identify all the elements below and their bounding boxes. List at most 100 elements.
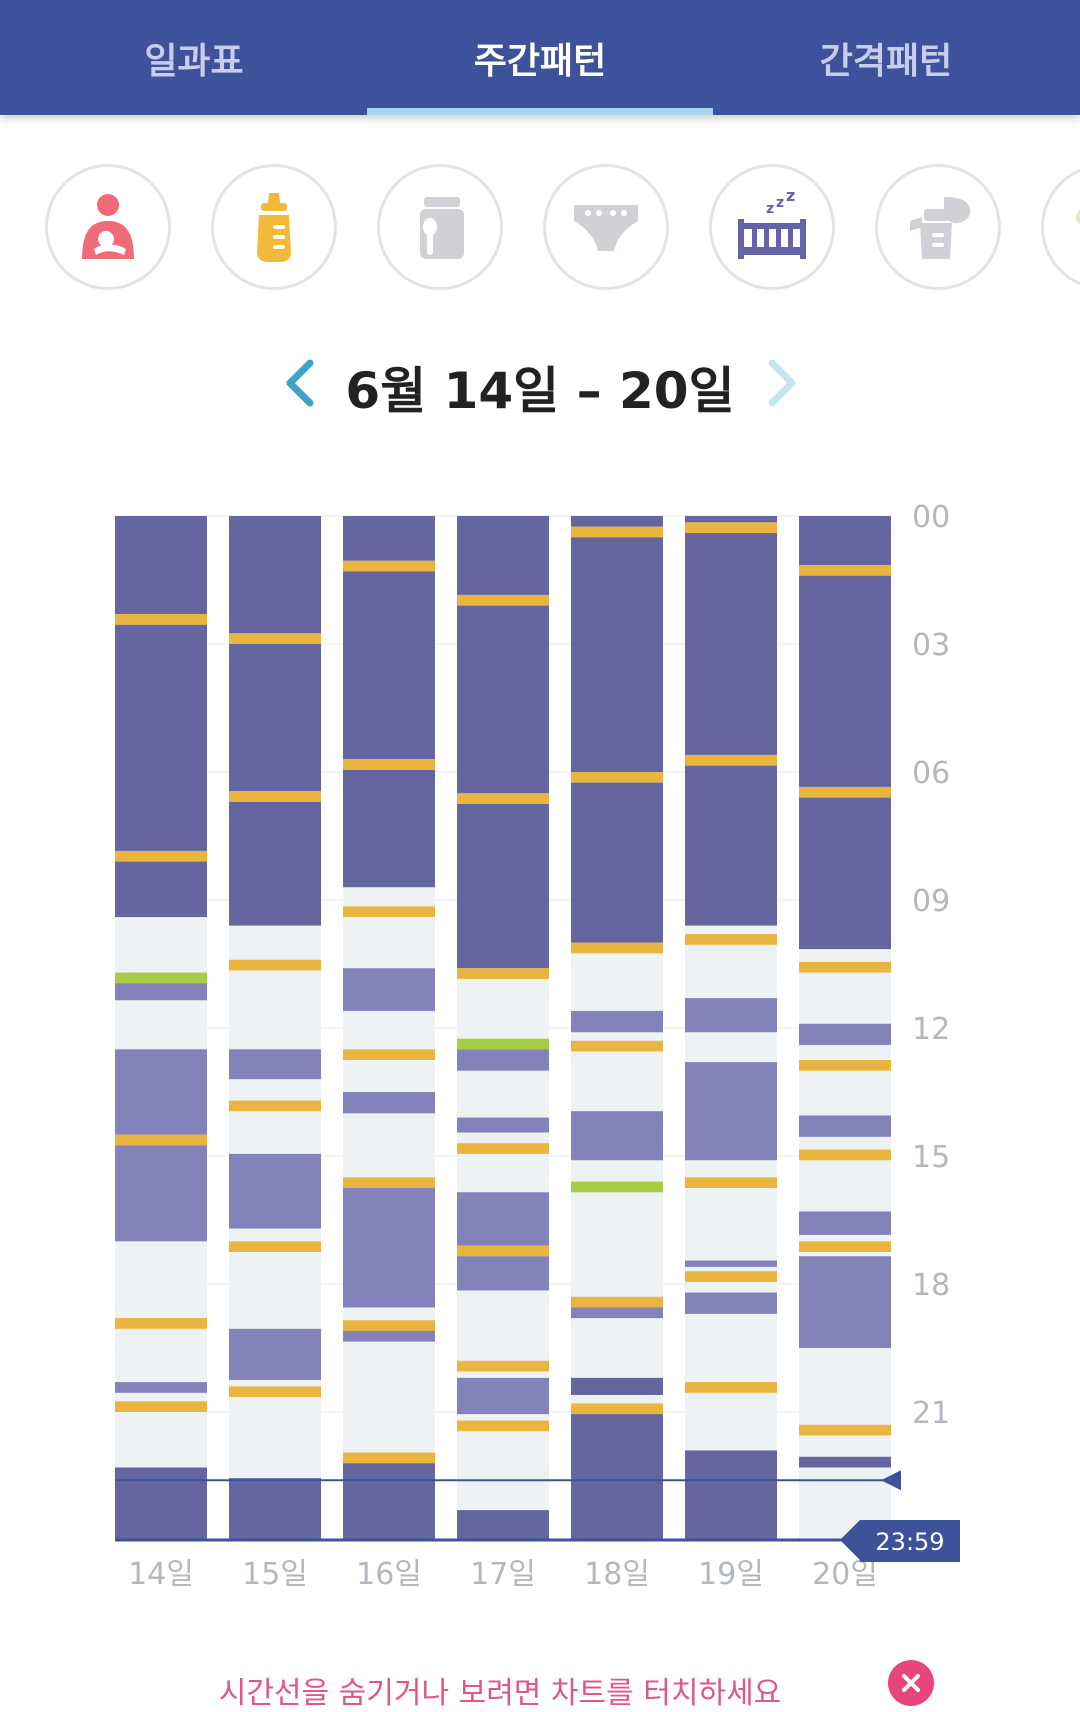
segment-night-sleep	[571, 537, 663, 772]
segment-feeding	[571, 772, 663, 783]
y-tick-label: 00	[912, 500, 950, 535]
x-tick-label: 20일	[812, 1557, 878, 1592]
segment-nap	[115, 983, 207, 1001]
segment-nap	[457, 1256, 549, 1291]
segment-feeding	[457, 1360, 549, 1372]
segment-feeding	[685, 934, 777, 945]
segment-nap	[115, 1145, 207, 1242]
time-badge-arrow	[840, 1520, 860, 1560]
segment-nap	[685, 1260, 777, 1267]
breastfeeding-icon	[82, 194, 134, 259]
hint-close-button[interactable]	[888, 1660, 934, 1706]
segment-night-sleep	[229, 644, 321, 792]
tab-interval-pattern[interactable]: 간격패턴	[819, 40, 953, 82]
chevron-right-icon[interactable]	[752, 353, 812, 413]
segment-night-sleep	[685, 516, 777, 523]
category-bottle[interactable]	[211, 164, 337, 290]
tab-daily-schedule[interactable]: 일과표	[144, 40, 244, 82]
segment-night-sleep	[229, 801, 321, 926]
segment-nap	[115, 1382, 207, 1393]
segment-nap	[343, 1092, 435, 1114]
segment-feeding	[229, 1386, 321, 1398]
segment-feeding	[799, 565, 891, 576]
category-filter-row: z z z	[0, 160, 1080, 296]
segment-feeding	[685, 1271, 777, 1282]
more-category-icon	[1076, 210, 1080, 224]
segment-other	[571, 1181, 663, 1193]
segment-night-sleep	[115, 516, 207, 615]
segment-feeding	[685, 1382, 777, 1393]
segment-nap	[799, 1256, 891, 1348]
y-tick-label: 15	[912, 1140, 950, 1175]
segment-feeding	[343, 1452, 435, 1464]
current-time-pointer	[881, 1470, 901, 1491]
baby-bottle-icon	[257, 193, 291, 262]
category-breastfeeding[interactable]	[45, 164, 171, 290]
breast-pump-icon	[910, 197, 970, 259]
segment-feeding	[229, 1241, 321, 1252]
y-tick-label: 09	[912, 884, 950, 919]
top-tab-bar: 일과표 주간패턴 간격패턴	[0, 0, 1080, 115]
x-tick-label: 18일	[584, 1557, 650, 1592]
diaper-icon	[574, 205, 638, 251]
category-breast-pump[interactable]	[875, 164, 1001, 290]
segment-feeding	[229, 959, 321, 971]
date-range-title: 6월 14일 – 20일	[345, 362, 735, 420]
segment-night-sleep	[799, 1456, 891, 1468]
segment-feeding	[115, 850, 207, 862]
segment-night-sleep	[685, 765, 777, 926]
segment-feeding	[799, 1424, 891, 1436]
category-sleep[interactable]: z z z	[709, 164, 835, 290]
segment-feeding	[685, 1177, 777, 1188]
segment-nap	[685, 1292, 777, 1314]
segment-nap	[343, 1188, 435, 1308]
weekly-pattern-chart[interactable]: 00 03 06 09 12 15 18 21 14일 15일 16일 17일 18일 19일 20일23:…	[0, 480, 1080, 1640]
segment-feeding	[799, 786, 891, 798]
segment-feeding	[457, 594, 549, 606]
category-baby-food[interactable]	[377, 164, 503, 290]
y-tick-label: 06	[912, 756, 950, 791]
segment-night-sleep	[229, 516, 321, 634]
segment-night-sleep	[115, 1467, 207, 1540]
segment-nap	[799, 1023, 891, 1046]
segment-feeding	[457, 968, 549, 979]
segment-night-sleep	[115, 624, 207, 851]
segment-night-sleep	[115, 861, 207, 918]
y-tick-label: 18	[912, 1268, 950, 1303]
segment-night-sleep	[571, 782, 663, 943]
chart-hint-text: 시간선을 숨기거나 보려면 차트를 터치하세요	[218, 1676, 782, 1711]
segment-night-sleep	[457, 804, 549, 969]
category-diaper[interactable]	[543, 164, 669, 290]
segment-feeding	[343, 1177, 435, 1188]
segment-feeding	[343, 1049, 435, 1060]
segment-nap	[457, 1377, 549, 1415]
segment-nap	[457, 1117, 549, 1133]
segment-nap	[343, 968, 435, 1011]
segment-feeding	[115, 614, 207, 625]
tab-weekly-pattern[interactable]: 주간패턴	[473, 40, 607, 82]
segment-nap	[457, 1049, 549, 1071]
segment-feeding	[115, 1134, 207, 1146]
crib-sleep-icon: z z z	[738, 187, 806, 259]
segment-nap	[571, 1307, 663, 1319]
current-time-badge	[860, 1520, 960, 1562]
segment-feeding	[571, 1403, 663, 1415]
segment-night-sleep	[685, 1450, 777, 1540]
segment-feeding	[685, 522, 777, 534]
category-more[interactable]	[1041, 164, 1080, 290]
segment-feeding	[115, 1318, 207, 1329]
segment-other	[457, 1038, 549, 1050]
segment-night-sleep	[799, 797, 891, 950]
segment-nap	[685, 1062, 777, 1161]
segment-feeding	[229, 791, 321, 802]
x-tick-label: 16일	[356, 1557, 422, 1592]
segment-other	[115, 972, 207, 984]
segment-feeding	[229, 1100, 321, 1112]
segment-nap	[229, 1328, 321, 1380]
segment-night-sleep	[685, 533, 777, 755]
segment-night-sleep	[343, 1463, 435, 1540]
segment-nap	[799, 1211, 891, 1235]
segment-feeding	[229, 633, 321, 644]
chevron-left-icon[interactable]	[270, 353, 330, 413]
segment-nap	[343, 1330, 435, 1342]
